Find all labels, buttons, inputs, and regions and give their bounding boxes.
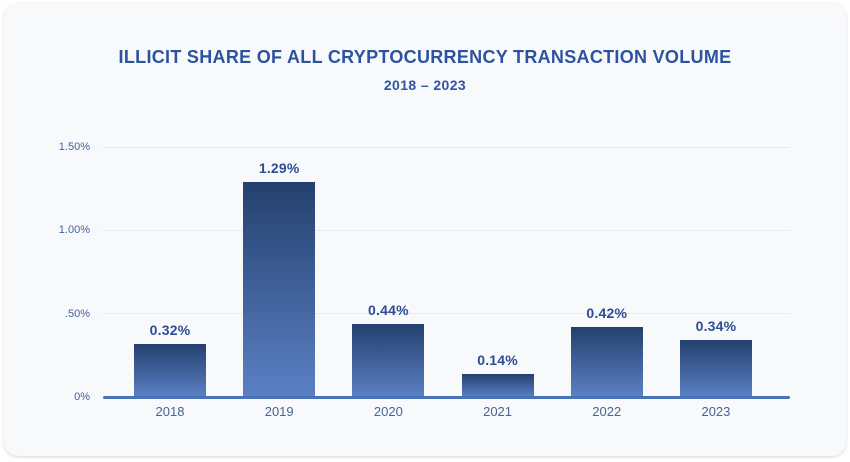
bar-value-label: 0.34% <box>695 318 737 335</box>
bar-year-label: 2019 <box>264 404 294 419</box>
chart-subtitle: 2018 – 2023 <box>383 77 467 93</box>
y-tick-label: 1.00% <box>58 224 90 237</box>
bar <box>679 340 752 397</box>
bar <box>243 182 316 397</box>
bar <box>570 327 643 397</box>
gridline <box>103 229 790 231</box>
bar-value-label: 1.29% <box>258 160 300 176</box>
bar-group: 0.44% 2020 <box>352 147 425 419</box>
bar-year-label: 2020 <box>373 404 403 419</box>
bar <box>352 323 425 397</box>
bar-year-label: 2021 <box>483 404 513 419</box>
bar-group: 0.42% 2022 <box>570 147 643 419</box>
bar-group: 1.29% 2019 <box>243 147 316 419</box>
y-tick-label: 0% <box>74 391 90 403</box>
bar-value-label: 0.32% <box>149 321 191 338</box>
bar-value-label: 0.44% <box>368 301 409 318</box>
bar <box>461 373 534 397</box>
y-tick-label: 1.50% <box>58 141 90 153</box>
plot-area: 1.50% 1.00% .50% 0% 0.32% 2018 1.29% 2019 0.44% 2… <box>59 141 790 419</box>
y-tick-label: .50% <box>64 307 90 320</box>
bar <box>134 343 206 397</box>
bar-group: 0.32% 2018 <box>134 147 206 419</box>
chart-card: ILLICIT SHARE OF ALL CRYPTOCURRENCY TRAN… <box>4 3 846 456</box>
gridline <box>103 146 790 148</box>
bar-value-label: 0.42% <box>586 305 628 321</box>
axis-baseline <box>103 396 790 399</box>
bar-year-label: 2018 <box>155 404 185 419</box>
bar-year-label: 2022 <box>592 404 622 419</box>
gridline <box>103 313 790 315</box>
bar-year-label: 2023 <box>701 404 731 419</box>
bar-value-label: 0.14% <box>477 351 518 368</box>
bars-container: 0.32% 2018 1.29% 2019 0.44% 2020 0.14% 2021 0.42… <box>134 147 752 419</box>
bar-group: 0.14% 2021 <box>461 147 534 419</box>
chart-title: ILLICIT SHARE OF ALL CRYPTOCURRENCY TRAN… <box>118 47 732 67</box>
bar-group: 0.34% 2023 <box>679 147 752 419</box>
